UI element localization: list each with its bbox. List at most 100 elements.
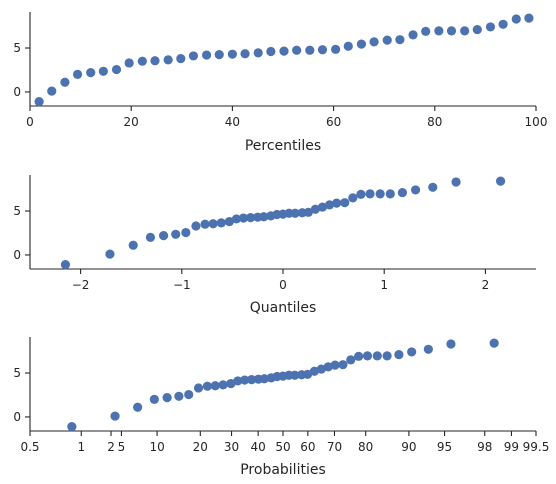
quantiles-data-point: [145, 232, 156, 242]
probabilities-data-point: [446, 339, 456, 349]
percentiles-data-point: [472, 24, 482, 35]
probabilities-x-tick-label: 99.5: [523, 440, 550, 454]
quantiles-data-point: [303, 207, 313, 217]
percentiles-data-point: [266, 46, 276, 57]
probabilities-data-point: [110, 411, 120, 421]
probabilities-data-point: [240, 375, 250, 385]
probabilities-data-point: [210, 381, 220, 391]
quantiles-data-point: [290, 208, 300, 218]
percentiles-data-point: [498, 19, 508, 29]
percentiles-data-point: [485, 22, 496, 32]
quantiles-panel: 0 5 −2 −1 0 1 2 Quantiles: [13, 175, 536, 316]
probabilities-x-tick-label: 99: [504, 440, 519, 454]
percentiles-data-point: [292, 45, 302, 55]
quantiles-y-tick-label: 5: [13, 204, 21, 218]
percentiles-data-point: [34, 97, 44, 107]
quantiles-data-point: [238, 213, 249, 223]
percentiles-data-point: [137, 56, 147, 66]
quantiles-data-point: [348, 193, 358, 203]
probabilities-x-tick-label: 60: [300, 440, 315, 454]
percentiles-x-tick-label: 80: [427, 115, 442, 129]
percentiles-data-point: [150, 56, 160, 66]
quantiles-data-point: [200, 219, 210, 229]
quantiles-data-point: [495, 176, 506, 186]
quantiles-data-point: [231, 214, 242, 224]
probabilities-x-tick-label: 80: [358, 440, 373, 454]
probabilities-data-point: [174, 391, 184, 401]
probabilities-data-point: [394, 349, 404, 360]
percentiles-data-point: [124, 58, 134, 68]
percentiles-data-point: [72, 69, 83, 79]
probabilities-x-tick-label: 10: [149, 440, 164, 454]
quantiles-data-point: [259, 212, 269, 222]
quantiles-data-point: [385, 189, 395, 199]
quantiles-x-tick-label: 0: [279, 278, 287, 292]
probabilities-data-point: [323, 362, 333, 372]
probabilities-data-point: [346, 355, 356, 365]
percentiles-data-point: [227, 49, 237, 59]
percentiles-data-point: [86, 68, 96, 78]
probabilities-x-axis-label: Probabilities: [240, 462, 326, 478]
probabilities-x-tick-label: 98: [477, 440, 492, 454]
probabilities-data-point: [133, 402, 143, 412]
percentiles-x-axis-label: Percentiles: [245, 138, 321, 154]
probabilities-x-tick-label: 2: [107, 440, 115, 454]
probabilities-x-tick-label: 0.5: [20, 440, 39, 454]
quantiles-data-point: [208, 219, 218, 229]
probabilities-x-tick-label: 90: [401, 440, 416, 454]
quantiles-data-point: [340, 198, 350, 208]
quantiles-data-point: [158, 231, 169, 241]
percentiles-data-point: [253, 48, 263, 58]
quantiles-data-point: [428, 182, 438, 192]
probabilities-y-tick-label: 0: [13, 410, 21, 424]
percentiles-data-point: [60, 77, 70, 87]
quantiles-y-tick-label: 0: [13, 248, 21, 262]
quantiles-data-point: [324, 200, 335, 210]
probabilities-data-point: [354, 351, 364, 361]
probabilities-data-point: [149, 394, 159, 404]
quantiles-data-point: [105, 249, 115, 259]
probabilities-data-point: [423, 344, 433, 354]
quantiles-data-point: [332, 198, 342, 208]
probabilities-data-point: [362, 351, 373, 361]
probabilities-data-point: [246, 375, 257, 385]
percentiles-y-tick-label: 5: [13, 41, 21, 55]
probabilities-data-point: [338, 360, 348, 370]
quantiles-data-point: [216, 218, 226, 228]
quantiles-x-axis-label: Quantiles: [250, 300, 317, 316]
percentiles-data-point: [395, 35, 405, 45]
percentiles-data-point: [434, 26, 444, 36]
probabilities-data-point: [330, 360, 340, 370]
quantiles-x-tick-label: −1: [173, 278, 191, 292]
quantiles-data-point: [191, 221, 201, 231]
probabilities-x-tick-label: 1: [77, 440, 85, 454]
probabilities-data-point: [259, 374, 269, 384]
percentiles-y-tick-label: 0: [13, 85, 21, 99]
percentiles-data-point: [98, 66, 108, 76]
quantiles-data-point: [181, 227, 191, 238]
percentiles-data-point: [240, 49, 250, 59]
quantiles-x-tick-label: −2: [72, 278, 90, 292]
percentiles-x-tick-label: 20: [124, 115, 139, 129]
percentiles-data-point: [47, 86, 57, 96]
probabilities-x-tick-label: 70: [327, 440, 342, 454]
quantiles-data-point: [171, 229, 181, 239]
probabilities-data-point: [407, 347, 417, 357]
probabilities-x-tick-label: 5: [118, 440, 126, 454]
percentiles-data-point: [163, 55, 173, 65]
percentiles-data-point: [446, 26, 457, 36]
percentiles-data-point: [524, 13, 534, 23]
quantiles-data-point: [246, 213, 256, 223]
probabilities-data-point: [193, 383, 204, 393]
quantiles-data-point: [365, 189, 375, 199]
percentiles-data-point: [331, 44, 341, 54]
percentiles-data-point: [408, 30, 418, 40]
quantiles-data-point: [310, 204, 320, 214]
percentiles-data-point: [356, 39, 367, 49]
percentiles-data-point: [214, 50, 224, 60]
quantiles-data-point: [397, 187, 408, 198]
probabilities-data-point: [233, 376, 243, 386]
percentiles-data-point: [317, 45, 328, 55]
probabilities-x-tick-label: 20: [193, 440, 208, 454]
